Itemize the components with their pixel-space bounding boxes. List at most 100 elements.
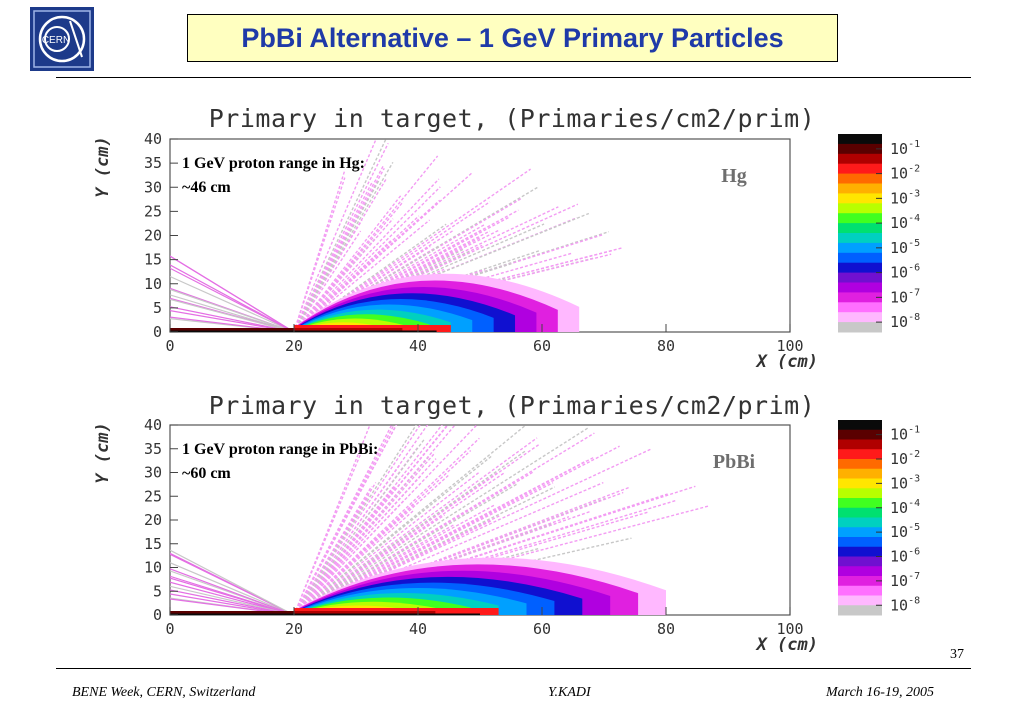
colorbar-label: 10-6 xyxy=(890,263,920,282)
colorbar-segment xyxy=(838,134,882,145)
colorbar-segment xyxy=(838,468,882,479)
y-axis-label: Y (cm) xyxy=(93,422,113,483)
slide-title-box: PbBi Alternative – 1 GeV Primary Particl… xyxy=(187,14,838,62)
colorbar-segment xyxy=(838,272,882,283)
scatter-track xyxy=(293,178,440,332)
footer-event: BENE Week, CERN, Switzerland xyxy=(72,685,256,700)
colorbar-segment xyxy=(838,507,882,518)
x-tick-label: 40 xyxy=(409,337,427,355)
backscatter-track xyxy=(170,288,295,332)
chart-title: Primary in target, (Primaries/cm2/prim) xyxy=(209,391,816,420)
x-tick-label: 0 xyxy=(165,337,174,355)
scatter-track xyxy=(293,450,472,615)
colorbar-segment xyxy=(838,302,882,313)
colorbar-segment xyxy=(838,488,882,499)
scatter-track xyxy=(293,448,364,615)
colorbar-segment xyxy=(838,449,882,460)
scatter-track xyxy=(293,201,491,332)
y-tick-label: 20 xyxy=(144,511,162,529)
colorbar-segment xyxy=(838,537,882,548)
colorbar-segment xyxy=(838,223,882,234)
colorbar-exponent: -3 xyxy=(908,473,920,484)
scatter-track xyxy=(293,179,381,332)
colorbar-label: 10-3 xyxy=(890,473,920,492)
y-tick-label: 0 xyxy=(153,323,162,341)
heatmap-panel-1: Primary in target, (Primaries/cm2/prim) 0… xyxy=(93,104,920,372)
colorbar-label: 10-7 xyxy=(890,571,920,590)
y-tick-label: 35 xyxy=(144,440,162,458)
footer-author: Y.KADI xyxy=(548,685,591,700)
x-tick-label: 0 xyxy=(165,620,174,638)
colorbar-segment xyxy=(838,213,882,224)
colorbar-segment xyxy=(838,233,882,244)
colorbar-segment xyxy=(838,242,882,254)
x-axis-label: X (cm) xyxy=(755,635,818,655)
backscatter-track xyxy=(170,568,295,615)
scatter-track xyxy=(293,186,441,332)
colorbar-exponent: -5 xyxy=(908,522,920,533)
heatmap-panel-2: Primary in target, (Primaries/cm2/prim) 0… xyxy=(93,391,920,655)
colorbar-segment xyxy=(838,459,882,470)
y-tick-label: 15 xyxy=(144,535,162,553)
scatter-track xyxy=(293,425,449,615)
y-tick-label: 10 xyxy=(144,275,162,293)
backscatter-track xyxy=(170,581,295,615)
range-annotation: 1 GeV proton range in Hg: xyxy=(182,155,365,172)
y-tick-label: 30 xyxy=(144,464,162,482)
scatter-track xyxy=(293,229,501,332)
colorbar-segment xyxy=(838,429,882,440)
scatter-track xyxy=(293,483,518,615)
colorbar-label: 10-5 xyxy=(890,522,920,541)
colorbar-segment xyxy=(838,203,882,214)
colorbar-exponent: -1 xyxy=(908,139,920,150)
colorbar-exponent: -2 xyxy=(908,449,920,460)
colorbar-exponent: -8 xyxy=(908,595,920,606)
colorbar-label: 10-2 xyxy=(890,164,920,183)
x-tick-label: 20 xyxy=(285,337,303,355)
colorbar-segment xyxy=(838,163,882,175)
scatter-track xyxy=(293,425,418,615)
range-annotation: ~60 cm xyxy=(182,465,231,482)
backscatter-track xyxy=(170,562,295,615)
backscatter-track xyxy=(170,267,295,332)
y-tick-label: 20 xyxy=(144,227,162,245)
backscatter-track xyxy=(170,275,295,332)
backscatter-track xyxy=(170,298,295,332)
colorbar-label: 10-1 xyxy=(890,425,920,444)
colorbar-exponent: -4 xyxy=(908,213,920,224)
colorbar-segment xyxy=(838,527,882,538)
colorbar-exponent: -4 xyxy=(908,498,920,509)
scatter-track xyxy=(293,426,590,615)
y-tick-label: 15 xyxy=(144,251,162,269)
scatter-track xyxy=(293,230,362,332)
colorbar-exponent: -8 xyxy=(908,312,920,323)
scatter-track xyxy=(293,432,595,615)
colorbar-segment xyxy=(838,193,882,204)
backscatter-track xyxy=(170,585,295,615)
colorbar-segment xyxy=(838,439,882,450)
colorbar-exponent: -6 xyxy=(908,547,920,558)
scatter-track xyxy=(293,246,440,332)
colorbar-segment xyxy=(838,566,882,577)
range-annotation: ~46 cm xyxy=(182,179,231,196)
footer-date: March 16-19, 2005 xyxy=(826,685,934,700)
scatter-track xyxy=(293,485,373,615)
colorbar-segment xyxy=(838,282,882,293)
scatter-track xyxy=(293,180,374,332)
y-tick-label: 25 xyxy=(144,487,162,505)
backscatter-track xyxy=(170,255,295,332)
colorbar-exponent: -5 xyxy=(908,238,920,249)
scatter-track xyxy=(293,250,540,332)
scatter-track xyxy=(293,485,397,615)
colorbar-exponent: -2 xyxy=(908,164,920,175)
logo-text: CERN xyxy=(42,35,70,46)
backscatter-track xyxy=(170,306,295,332)
x-tick-label: 80 xyxy=(657,620,675,638)
y-tick-label: 5 xyxy=(153,299,162,317)
colorbar-segment xyxy=(838,153,882,165)
colorbar-segment xyxy=(838,292,882,303)
colorbar-segment xyxy=(838,595,882,606)
y-tick-label: 0 xyxy=(153,606,162,624)
colorbar-segment xyxy=(838,556,882,567)
